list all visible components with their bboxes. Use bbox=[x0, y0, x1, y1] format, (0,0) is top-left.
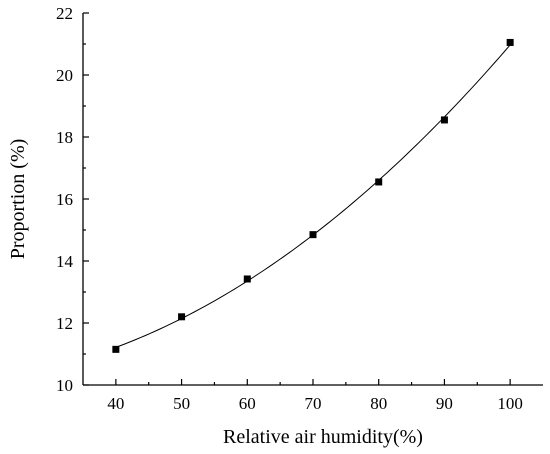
data-point bbox=[112, 345, 120, 353]
y-tick-label: 12 bbox=[56, 314, 73, 333]
x-tick-label: 60 bbox=[239, 394, 256, 413]
fit-curve-group bbox=[115, 44, 511, 348]
fit-curve bbox=[115, 44, 511, 348]
x-tick-label: 50 bbox=[173, 394, 190, 413]
x-tick-label: 80 bbox=[370, 394, 387, 413]
data-point bbox=[506, 38, 514, 46]
y-tick-label: 18 bbox=[56, 128, 73, 147]
y-tick-label: 16 bbox=[56, 190, 73, 209]
y-tick-label: 20 bbox=[56, 66, 73, 85]
y-tick-label: 10 bbox=[56, 376, 73, 395]
data-point bbox=[178, 313, 186, 321]
data-point bbox=[375, 178, 383, 186]
data-point bbox=[440, 116, 448, 124]
x-tick-label: 100 bbox=[497, 394, 523, 413]
data-markers bbox=[112, 38, 514, 353]
axes: 10 12 14 16 18 20 22 40 50 60 70 80 90 100 bbox=[56, 4, 543, 413]
x-tick-label: 70 bbox=[305, 394, 322, 413]
x-axis-title: Relative air humidity(%) bbox=[223, 426, 423, 448]
y-tick-label: 14 bbox=[56, 252, 74, 271]
data-point bbox=[309, 231, 317, 239]
x-tick-label: 40 bbox=[107, 394, 124, 413]
x-tick-label: 90 bbox=[436, 394, 453, 413]
y-tick-label: 22 bbox=[56, 4, 73, 23]
data-point bbox=[243, 275, 251, 283]
y-axis-title: Proportion (%) bbox=[7, 139, 29, 260]
